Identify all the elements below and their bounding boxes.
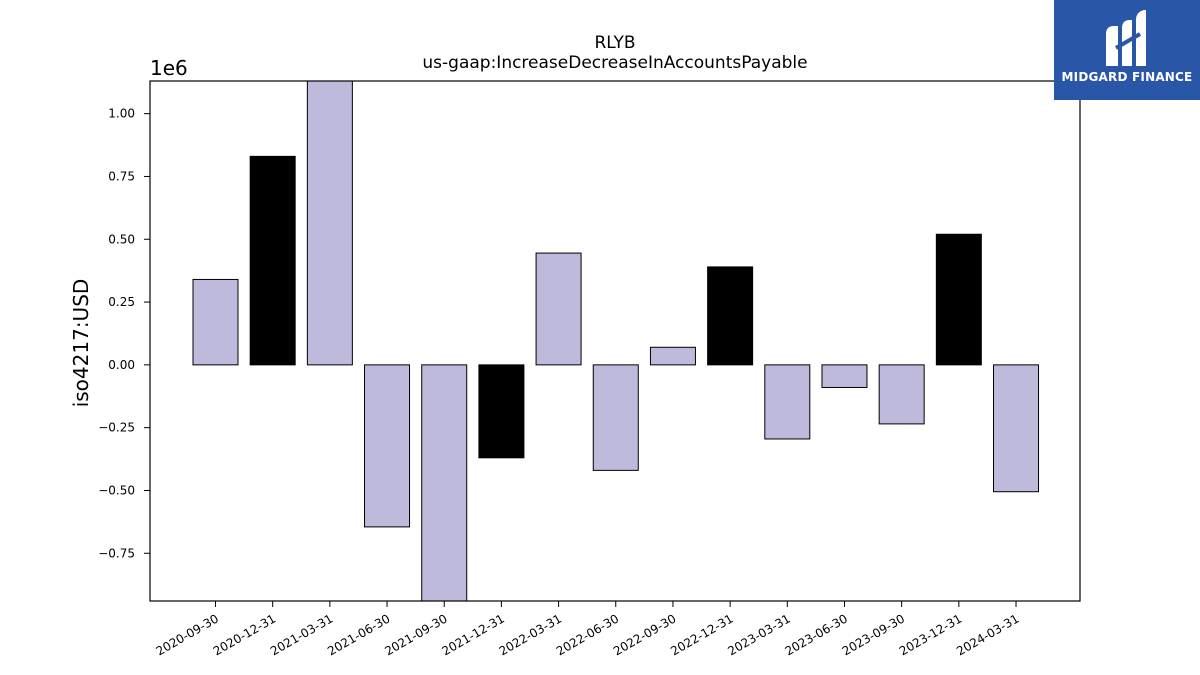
- logo-mark-icon: [1106, 10, 1146, 66]
- x-tick-label: 2021-03-31: [268, 611, 335, 658]
- y-tick-label: 0.00: [108, 358, 135, 372]
- bar-2022-09-30: [649, 346, 696, 366]
- x-tick-label: 2023-06-30: [783, 611, 850, 658]
- x-tick-label: 2021-09-30: [382, 611, 449, 658]
- x-tick-label: 2022-12-31: [668, 611, 735, 658]
- x-tick-label: 2021-06-30: [325, 611, 392, 658]
- bar-2021-06-30: [364, 364, 411, 528]
- chart-title: RLYB: [594, 33, 635, 53]
- y-tick-label: 0.25: [108, 295, 135, 309]
- bar-2022-06-30: [592, 364, 639, 471]
- bar-2021-09-30: [421, 364, 468, 602]
- bar-2023-06-30: [821, 364, 868, 388]
- plot-frame: [149, 80, 1081, 602]
- y-offset-label: 1e6: [150, 56, 188, 80]
- bar-2021-12-31: [478, 364, 525, 459]
- y-tick-label: 1.00: [108, 107, 135, 121]
- x-tick-label: 2021-12-31: [439, 611, 506, 658]
- bar-2020-09-30: [192, 278, 239, 366]
- bar-2022-03-31: [535, 252, 582, 366]
- y-ticks-group: −0.75 −0.50 −0.25 0.00 0.25 0.50 0.75 1.00: [98, 107, 150, 560]
- y-tick-label: 0.75: [108, 169, 135, 183]
- bar-2024-03-31: [993, 364, 1040, 493]
- bar-2023-09-30: [878, 364, 925, 425]
- bar-2020-12-31: [249, 155, 296, 366]
- y-tick-label: 0.50: [108, 232, 135, 246]
- bar-2023-03-31: [764, 364, 811, 440]
- brand-logo: MIDGARD FINANCE: [1054, 0, 1200, 100]
- x-tick-label: 2020-12-31: [211, 611, 278, 658]
- bar-2022-12-31: [707, 266, 754, 366]
- x-tick-label: 2023-12-31: [897, 611, 964, 658]
- y-tick-label: −0.75: [98, 546, 135, 560]
- x-tick-label: 2023-03-31: [725, 611, 792, 658]
- y-axis-label: iso4217:USD: [69, 279, 93, 408]
- y-tick-label: −0.25: [98, 421, 135, 435]
- chart-subtitle: us-gaap:IncreaseDecreaseInAccountsPayabl…: [422, 53, 807, 73]
- x-tick-label: 2022-06-30: [554, 611, 621, 658]
- logo-text: MIDGARD FINANCE: [1061, 70, 1193, 84]
- bar-2023-12-31: [935, 233, 982, 366]
- y-tick-label: −0.50: [98, 483, 135, 497]
- x-tick-label: 2024-03-31: [954, 611, 1021, 658]
- x-tick-label: 2020-09-30: [154, 611, 221, 658]
- x-tick-label: 2022-03-31: [497, 611, 564, 658]
- bars-group: [192, 80, 1040, 602]
- x-tick-label: 2022-09-30: [611, 611, 678, 658]
- x-ticks-group: 2020-09-302020-12-312021-03-312021-06-30…: [154, 601, 1022, 658]
- x-tick-label: 2023-09-30: [840, 611, 907, 658]
- bar-2021-03-31: [306, 80, 353, 366]
